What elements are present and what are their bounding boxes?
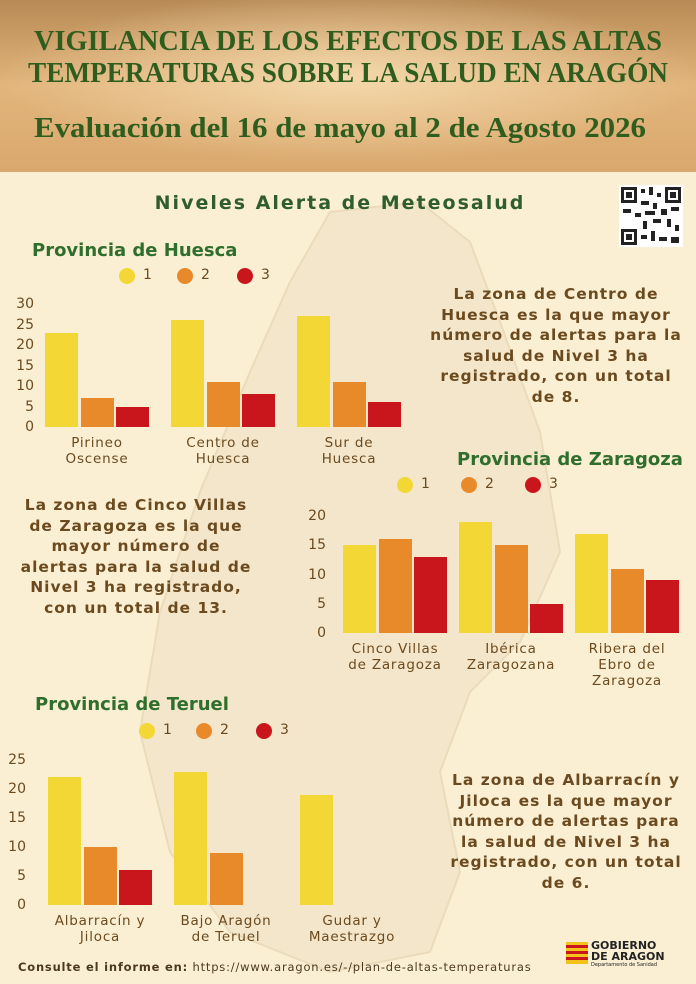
note: La zona de Centro de Huesca es la que ma… bbox=[430, 285, 682, 406]
legend-marker bbox=[177, 268, 193, 284]
bar bbox=[459, 521, 492, 633]
y-tick-label: 25 bbox=[16, 316, 34, 333]
legend-marker bbox=[525, 477, 541, 493]
bar bbox=[297, 316, 330, 427]
bar bbox=[610, 568, 644, 633]
legend-marker bbox=[256, 723, 272, 739]
note: La zona de Albarracín y Jiloca es la que… bbox=[450, 771, 682, 892]
chart-title: Provincia de Zaragoza bbox=[457, 449, 683, 470]
footer-label: Consulte el informe en: bbox=[18, 960, 189, 974]
bar bbox=[494, 545, 528, 633]
bar bbox=[80, 398, 114, 427]
legend-label: 1 bbox=[143, 267, 152, 283]
header-title: VIGILANCIA DE LOS EFECTOS DE LAS ALTAS bbox=[34, 25, 662, 57]
bar bbox=[206, 381, 240, 427]
y-tick-label: 10 bbox=[8, 839, 26, 855]
y-tick-label: 30 bbox=[16, 296, 34, 312]
y-tick-label: 5 bbox=[17, 868, 26, 884]
logo-flag bbox=[566, 942, 588, 964]
y-tick-label: 10 bbox=[16, 378, 34, 394]
bar bbox=[45, 332, 78, 427]
bar bbox=[343, 545, 376, 633]
x-tick-label: Ribera del Ebro de Zaragoza bbox=[588, 641, 666, 689]
bar bbox=[174, 771, 207, 905]
y-tick-label: 20 bbox=[308, 508, 326, 524]
header-subtitle: Evaluación del 16 de mayo al 2 de Agosto… bbox=[34, 113, 646, 144]
header: VIGILANCIA DE LOS EFECTOS DE LAS ALTAS T… bbox=[0, 0, 696, 172]
x-tick-label: Gudar y Maestrazgo bbox=[308, 913, 396, 945]
y-tick-label: 25 bbox=[8, 752, 26, 768]
legend-label: 3 bbox=[261, 267, 270, 283]
chart-title: Provincia de Teruel bbox=[35, 694, 229, 715]
x-tick-label: Centro de Huesca bbox=[186, 435, 260, 467]
y-tick-label: 5 bbox=[25, 398, 34, 415]
bar bbox=[575, 533, 608, 633]
bar bbox=[171, 320, 204, 427]
bar bbox=[242, 394, 275, 427]
logo-line: GOBIERNO bbox=[591, 939, 657, 952]
legend-marker bbox=[139, 723, 155, 739]
y-tick-label: 0 bbox=[317, 625, 326, 641]
bar bbox=[378, 539, 412, 633]
y-tick-label: 15 bbox=[8, 810, 26, 826]
x-tick-label: Cinco Villas de Zaragoza bbox=[348, 641, 442, 673]
header-glow bbox=[0, 0, 696, 172]
bar bbox=[48, 777, 81, 905]
note: La zona de Cinco Villas de Zaragoza es l… bbox=[20, 496, 252, 617]
bar bbox=[414, 556, 447, 633]
legend-label: 2 bbox=[201, 267, 210, 283]
bar bbox=[83, 847, 117, 905]
bar bbox=[209, 852, 243, 905]
bar bbox=[119, 870, 152, 905]
bar bbox=[116, 406, 149, 427]
legend-label: 2 bbox=[485, 476, 494, 492]
bar bbox=[530, 603, 563, 633]
legend-label: 2 bbox=[220, 722, 229, 738]
legend-label: 3 bbox=[549, 476, 558, 492]
y-tick-label: 15 bbox=[16, 357, 34, 374]
legend-marker bbox=[397, 477, 413, 493]
legend-marker bbox=[119, 268, 135, 284]
x-tick-label: Pirineo Oscense bbox=[65, 435, 129, 467]
x-tick-label: Ibérica Zaragozana bbox=[466, 641, 556, 673]
legend-marker bbox=[196, 723, 212, 739]
y-tick-label: 0 bbox=[25, 419, 34, 435]
legend-marker bbox=[237, 268, 253, 284]
y-tick-label: 0 bbox=[17, 897, 26, 913]
bar bbox=[646, 580, 679, 633]
legend-marker bbox=[461, 477, 477, 493]
header-title: TEMPERATURAS SOBRE LA SALUD EN ARAGÓN bbox=[28, 56, 668, 89]
logo-line: DE ARAGON bbox=[591, 950, 665, 963]
y-tick-label: 20 bbox=[8, 781, 26, 797]
y-tick-label: 10 bbox=[308, 566, 326, 583]
section-title: Niveles Alerta de Meteosalud bbox=[154, 192, 526, 214]
qr-code bbox=[619, 185, 683, 247]
bar bbox=[332, 381, 366, 427]
x-tick-label: Bajo Aragón de Teruel bbox=[180, 913, 272, 945]
legend-label: 3 bbox=[280, 722, 289, 738]
logo-department: Departamento de Sanidad bbox=[591, 962, 658, 968]
bar bbox=[368, 402, 401, 427]
logo-text: GOBIERNO DE ARAGON Departamento de Sanid… bbox=[591, 940, 665, 969]
footer: Consulte el informe en: https://www.arag… bbox=[18, 960, 532, 974]
legend-label: 1 bbox=[163, 722, 172, 738]
legend-label: 1 bbox=[421, 476, 430, 492]
y-tick-label: 15 bbox=[308, 537, 326, 554]
chart-title: Provincia de Huesca bbox=[32, 240, 238, 261]
bar bbox=[300, 794, 333, 905]
footer-url[interactable]: https://www.aragon.es/-/plan-de-altas-te… bbox=[192, 960, 532, 974]
x-tick-label: Albarracín y Jiloca bbox=[54, 913, 146, 945]
x-tick-label: Sur de Huesca bbox=[321, 435, 377, 467]
y-tick-label: 20 bbox=[16, 337, 34, 353]
y-tick-label: 5 bbox=[317, 595, 326, 612]
